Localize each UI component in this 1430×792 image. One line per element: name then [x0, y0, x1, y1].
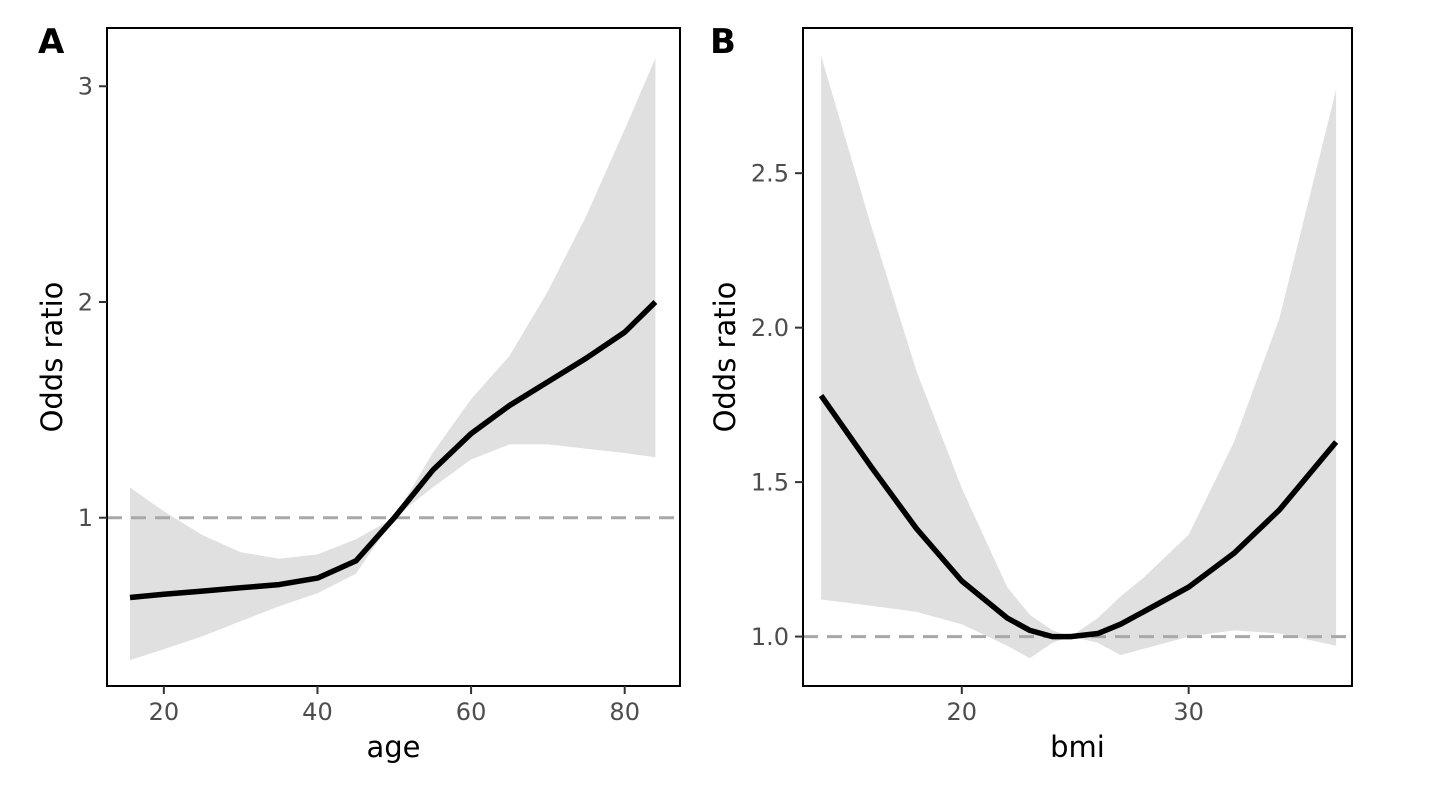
- plot-border: [802, 27, 1353, 687]
- x-axis-title: age: [366, 730, 420, 764]
- plot-border: [106, 27, 681, 687]
- y-tick-label: 2.5: [751, 160, 789, 188]
- panel-label: A: [38, 22, 65, 62]
- confidence-band: [130, 58, 656, 661]
- panel-a: 20 40 60 80 1 2 3 age Odds ratio A: [35, 22, 681, 764]
- panel-label: B: [710, 22, 736, 62]
- y-axis-title: Odds ratio: [708, 282, 742, 433]
- y-tick-label: 2.0: [751, 314, 789, 342]
- x-tick-label: 40: [302, 698, 333, 726]
- series-line: [129, 300, 658, 601]
- panel-b: 20 30 1.0 1.5 2.0 2.5 bmi Odds ratio B: [708, 22, 1353, 764]
- x-tick-label: 20: [947, 698, 978, 726]
- x-tick-label: 80: [609, 698, 640, 726]
- y-tick-label: 3: [78, 73, 93, 101]
- confidence-band: [821, 55, 1337, 659]
- x-tick-label: 20: [149, 698, 180, 726]
- y-tick-label: 1.5: [751, 469, 789, 497]
- x-tick-label: 60: [456, 698, 487, 726]
- x-tick-label: 30: [1173, 698, 1204, 726]
- y-tick-label: 2: [78, 288, 93, 316]
- x-axis-title: bmi: [1050, 730, 1105, 764]
- y-tick-label: 1: [78, 504, 93, 532]
- y-axis-title: Odds ratio: [35, 282, 69, 433]
- y-tick-label: 1.0: [751, 623, 789, 651]
- series-line: [818, 394, 1339, 640]
